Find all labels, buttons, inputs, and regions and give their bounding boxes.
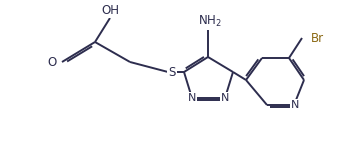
Text: O: O: [48, 56, 57, 69]
Text: Br: Br: [311, 31, 324, 45]
Text: OH: OH: [101, 4, 119, 17]
Text: N: N: [291, 100, 299, 110]
Text: N: N: [188, 93, 196, 103]
Text: S: S: [168, 66, 176, 79]
Text: NH$_2$: NH$_2$: [198, 14, 222, 29]
Text: N: N: [221, 93, 229, 103]
